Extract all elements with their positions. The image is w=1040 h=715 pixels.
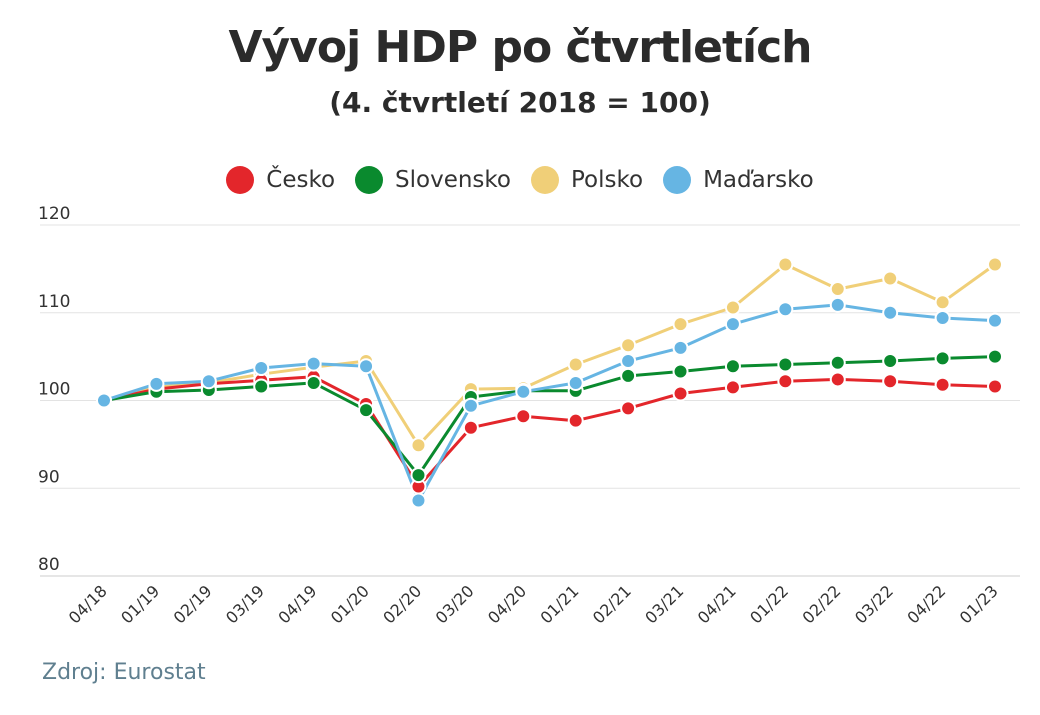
y-tick-label: 100 bbox=[38, 380, 70, 400]
legend: Česko Slovensko Polsko Maďarsko bbox=[0, 166, 1040, 194]
legend-dot-slovensko bbox=[355, 166, 384, 194]
data-point bbox=[777, 256, 794, 273]
data-point bbox=[148, 375, 165, 392]
data-point bbox=[882, 270, 899, 287]
data-point bbox=[724, 299, 741, 316]
x-tick-label: 04/19 bbox=[274, 581, 320, 627]
data-point bbox=[567, 412, 584, 429]
series-line-1 bbox=[103, 355, 996, 477]
y-tick-label: 90 bbox=[38, 467, 60, 487]
y-tick-label: 110 bbox=[38, 292, 70, 312]
chart-title: Vývoj HDP po čtvrtletích bbox=[228, 22, 813, 73]
x-tick-label: 04/22 bbox=[903, 581, 949, 627]
x-tick-label: 03/19 bbox=[222, 581, 268, 627]
data-point bbox=[724, 379, 741, 396]
data-point bbox=[672, 339, 689, 356]
data-point bbox=[462, 397, 479, 414]
data-point bbox=[253, 360, 270, 377]
x-tick-label: 04/21 bbox=[694, 581, 740, 627]
data-point bbox=[829, 296, 846, 313]
data-point bbox=[829, 371, 846, 388]
x-tick-label: 02/20 bbox=[379, 581, 425, 627]
source-note: Zdroj: Eurostat bbox=[42, 660, 206, 685]
data-point bbox=[777, 356, 794, 373]
data-point bbox=[934, 350, 951, 367]
data-point bbox=[829, 354, 846, 371]
data-point bbox=[777, 373, 794, 390]
data-point bbox=[305, 374, 322, 391]
x-tick-label: 03/20 bbox=[432, 581, 478, 627]
x-tick-label: 01/20 bbox=[327, 581, 373, 627]
legend-item-cesko[interactable]: Česko bbox=[226, 166, 335, 194]
data-point bbox=[620, 353, 637, 370]
data-point bbox=[882, 353, 899, 370]
data-point bbox=[96, 392, 112, 409]
data-point bbox=[253, 378, 270, 395]
data-point bbox=[987, 312, 1003, 329]
data-point bbox=[567, 356, 584, 373]
data-point bbox=[777, 301, 794, 318]
legend-label-slovensko: Slovensko bbox=[395, 167, 511, 193]
data-point bbox=[358, 402, 375, 419]
data-point bbox=[672, 385, 689, 402]
data-point bbox=[672, 316, 689, 333]
data-point bbox=[620, 367, 637, 384]
legend-dot-polsko bbox=[531, 166, 559, 194]
data-point bbox=[724, 316, 741, 333]
series-line-2 bbox=[103, 263, 996, 447]
data-point bbox=[934, 310, 951, 327]
series-line-3 bbox=[103, 303, 996, 502]
data-point bbox=[410, 437, 427, 454]
data-point bbox=[515, 408, 532, 425]
x-tick-label: 02/21 bbox=[589, 581, 635, 627]
legend-label-cesko: Česko bbox=[266, 167, 336, 193]
data-point bbox=[724, 358, 741, 375]
data-point bbox=[462, 419, 479, 436]
data-point bbox=[829, 281, 846, 298]
series-line-0 bbox=[103, 375, 996, 488]
data-point bbox=[987, 378, 1003, 395]
x-tick-label: 02/22 bbox=[799, 581, 845, 627]
legend-item-madarsko[interactable]: Maďarsko bbox=[663, 166, 814, 194]
chart-subtitle: (4. čtvrtletí 2018 = 100) bbox=[329, 86, 711, 119]
data-point bbox=[410, 467, 427, 484]
y-tick-label: 80 bbox=[38, 555, 60, 575]
data-point bbox=[987, 348, 1003, 365]
legend-item-polsko[interactable]: Polsko bbox=[531, 166, 643, 194]
x-tick-label: 03/22 bbox=[851, 581, 897, 627]
legend-label-polsko: Polsko bbox=[571, 167, 644, 193]
x-tick-label: 04/20 bbox=[484, 581, 530, 627]
data-point bbox=[358, 358, 375, 375]
data-point bbox=[672, 363, 689, 380]
legend-dot-madarsko bbox=[663, 166, 692, 194]
legend-dot-cesko bbox=[226, 166, 255, 194]
x-tick-label: 01/22 bbox=[746, 581, 792, 627]
x-tick-label: 02/19 bbox=[170, 581, 216, 627]
data-point bbox=[305, 355, 322, 372]
x-tick-label: 01/23 bbox=[956, 581, 1002, 627]
y-tick-label: 120 bbox=[38, 204, 70, 224]
legend-label-madarsko: Maďarsko bbox=[703, 167, 814, 193]
data-point bbox=[934, 294, 951, 311]
x-tick-label: 01/19 bbox=[117, 581, 163, 627]
data-point bbox=[934, 376, 951, 393]
data-point bbox=[410, 492, 427, 509]
legend-item-slovensko[interactable]: Slovensko bbox=[355, 166, 511, 194]
data-point bbox=[200, 373, 217, 390]
x-tick-label: 03/21 bbox=[641, 581, 687, 627]
data-point bbox=[620, 337, 637, 354]
data-point bbox=[515, 383, 532, 400]
data-point bbox=[567, 374, 584, 391]
data-point bbox=[882, 373, 899, 390]
x-tick-label: 04/18 bbox=[65, 581, 111, 627]
x-tick-label: 01/21 bbox=[536, 581, 582, 627]
data-point bbox=[620, 400, 637, 417]
data-point bbox=[987, 256, 1003, 273]
data-point bbox=[882, 304, 899, 321]
